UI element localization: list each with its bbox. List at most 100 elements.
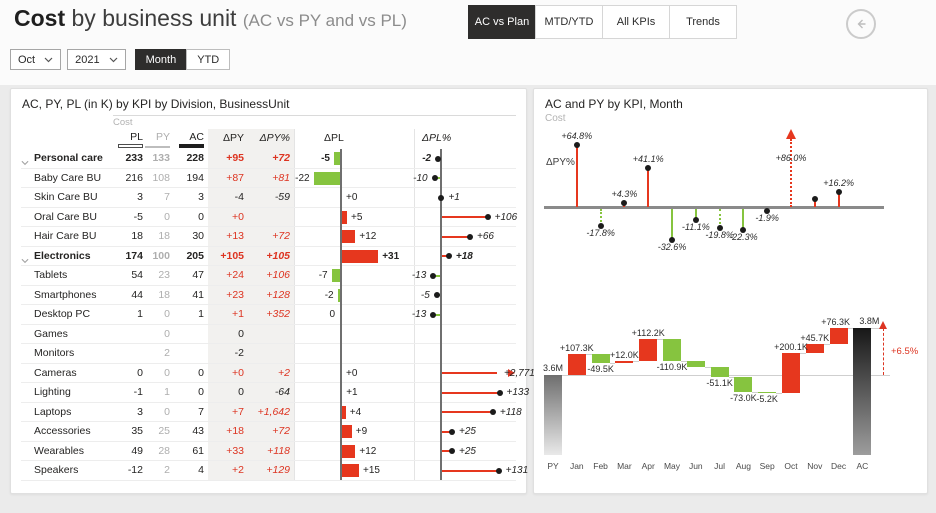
toggle-month[interactable]: Month <box>134 49 188 70</box>
delta-pl-pct-dot[interactable] <box>484 214 491 220</box>
year-dropdown[interactable]: 2021 <box>67 49 126 70</box>
waterfall-bar-jul[interactable] <box>710 366 729 378</box>
lollipop-stem-jun[interactable] <box>694 209 697 220</box>
delta-pl-pct-stem[interactable] <box>434 313 440 316</box>
lollipop-dot-sep[interactable] <box>764 207 771 214</box>
delta-pl-pct-stem[interactable] <box>441 372 497 374</box>
lollipop-stem-aug[interactable] <box>742 209 745 231</box>
lollipop-dot-jul[interactable] <box>716 224 723 231</box>
table-row-smartphones[interactable]: Smartphones 44 18 41 +23 +128 -2 -5 <box>21 286 516 305</box>
delta-pl-bar[interactable] <box>334 152 340 165</box>
lollipop-stem-may[interactable] <box>671 209 673 240</box>
delta-pl-pct-dot[interactable] <box>467 233 474 240</box>
delta-pl-pct-dot[interactable] <box>430 272 437 279</box>
delta-pl-bar[interactable] <box>341 210 347 224</box>
table-row-oral-care-bu[interactable]: Oral Care BU -5 0 0 +0 +5 +106 <box>21 208 517 227</box>
table-row-personal-care[interactable]: Personal care 233 133 228 +95 +72 -5 -2 <box>21 149 516 169</box>
delta-pl-pct-stem[interactable] <box>434 274 440 277</box>
toggle-ytd[interactable]: YTD <box>186 49 231 70</box>
table-row-accessories[interactable]: Accessories 35 25 43 +18 +72 +9 +25 <box>21 422 516 442</box>
table-row-wearables[interactable]: Wearables 49 28 61 +33 +118 +12 +25 <box>21 442 516 461</box>
delta-pl-pct-dot[interactable] <box>431 175 438 181</box>
delta-pl-pct-stem[interactable] <box>441 255 449 257</box>
back-button[interactable] <box>846 9 876 39</box>
waterfall-bar-py[interactable] <box>544 375 562 455</box>
lollipop-dot-may[interactable] <box>669 236 675 243</box>
delta-pl-bar[interactable] <box>341 230 356 243</box>
delta-pl-bar[interactable] <box>331 269 340 282</box>
tab-all-kpis[interactable]: All KPIs <box>602 5 670 39</box>
waterfall-bar-mar[interactable] <box>615 361 634 364</box>
lollipop-stem-jul[interactable] <box>718 209 721 228</box>
table-row-electronics[interactable]: Electronics 174 100 205 +105 +105 +31 +18 <box>21 247 516 270</box>
lollipop-stem-feb[interactable] <box>599 209 602 226</box>
delta-pl-pct-stem[interactable] <box>441 430 452 433</box>
lollipop-stem-dec[interactable] <box>837 191 840 207</box>
waterfall-bar-sep[interactable] <box>758 391 777 394</box>
waterfall-bar-apr[interactable] <box>639 338 658 362</box>
waterfall-bar-oct[interactable] <box>782 352 800 393</box>
lollipop-stem-jan[interactable] <box>575 145 578 207</box>
delta-pl-bar[interactable] <box>337 288 340 302</box>
waterfall-bar-nov[interactable] <box>805 343 824 353</box>
lollipop-dot-nov[interactable] <box>811 196 818 203</box>
delta-pl-pct-stem[interactable] <box>441 450 452 452</box>
table-row-laptops[interactable]: Laptops 3 0 7 +7 +1,642 +4 +118 <box>21 403 522 422</box>
tab-mtd-ytd[interactable]: MTD/YTD <box>535 5 603 39</box>
waterfall-bar-dec[interactable] <box>829 328 848 344</box>
delta-pl-pct-stem[interactable] <box>441 235 471 238</box>
delta-pl-bar[interactable] <box>313 171 340 185</box>
delta-pl-pct-dot[interactable] <box>449 448 455 454</box>
chevron-down-icon[interactable] <box>21 154 29 172</box>
delta-pl-pct-dot[interactable] <box>496 389 503 396</box>
delta-pl-pct-stem[interactable] <box>435 177 440 179</box>
delta-pl-bar[interactable] <box>341 405 346 419</box>
delta-pl-pct-dot[interactable] <box>449 428 455 435</box>
delta-pl-pct-dot[interactable] <box>430 311 437 318</box>
delta-pl-pct-stem[interactable] <box>441 411 493 413</box>
delta-pl-bar[interactable] <box>341 249 379 263</box>
lollipop-stem-apr[interactable] <box>647 167 650 207</box>
tab-ac-vs-plan[interactable]: AC vs Plan <box>468 5 536 39</box>
delta-pl-pct-stem[interactable] <box>441 469 499 472</box>
lollipop-dot-apr[interactable] <box>645 164 652 171</box>
chevron-down-icon[interactable] <box>21 252 29 270</box>
lollipop-dot-mar[interactable] <box>621 199 628 206</box>
delta-pl-pct-dot[interactable] <box>438 194 445 201</box>
waterfall-bar-aug[interactable] <box>734 377 753 392</box>
table-row-games[interactable]: Games 0 0 <box>21 325 516 344</box>
delta-pl-bar[interactable] <box>341 425 352 438</box>
delta-pl-pct-dot[interactable] <box>433 292 440 298</box>
lollipop-dot-feb[interactable] <box>597 222 604 229</box>
table-row-speakers[interactable]: Speakers -12 2 4 +2 +129 +15 +131 <box>21 461 528 481</box>
waterfall-bar-may[interactable] <box>663 338 681 361</box>
lollipop-stem-oct[interactable] <box>790 139 792 207</box>
delta-pl-pct-stem[interactable] <box>441 391 500 394</box>
delta-pl-bar[interactable] <box>341 444 356 458</box>
table-row-tablets[interactable]: Tablets 54 23 47 +24 +106 -7 -13 <box>21 266 516 286</box>
delta-pl-pct-dot[interactable] <box>495 467 502 474</box>
month-dropdown[interactable]: Oct <box>10 49 62 70</box>
delta-pl-bar[interactable] <box>341 464 359 477</box>
waterfall-bar-jun[interactable] <box>686 360 705 367</box>
delta-pl-pct-dot[interactable] <box>489 409 496 415</box>
tab-trends[interactable]: Trends <box>669 5 737 39</box>
lollipop-dot-jan[interactable] <box>573 142 580 149</box>
lollipop-stem-nov[interactable] <box>813 199 816 207</box>
waterfall-bar-jan[interactable] <box>567 353 586 375</box>
column-header-pl: ΔPL% <box>422 132 452 144</box>
table-row-hair-care-bu[interactable]: Hair Care BU 18 18 30 +13 +72 +12 +66 <box>21 227 516 247</box>
table-row-cameras[interactable]: Cameras 0 0 0 +0 +2 +0 +2,771 <box>21 364 535 383</box>
lollipop-dot-dec[interactable] <box>835 188 842 195</box>
delta-pl-pct-dot[interactable] <box>445 253 452 259</box>
table-row-monitors[interactable]: Monitors 2 -2 <box>21 344 516 364</box>
table-row-desktop-pc[interactable]: Desktop PC 1 0 1 +1 +352 0 -13 <box>21 305 516 325</box>
lollipop-dot-jun[interactable] <box>692 216 699 223</box>
lollipop-dot-aug[interactable] <box>740 227 747 234</box>
table-row-skin-care-bu[interactable]: Skin Care BU 3 7 3 -4 -59 +0 +1 <box>21 188 516 208</box>
waterfall-bar-ac[interactable] <box>853 328 872 455</box>
delta-pl-pct-dot[interactable] <box>435 155 442 162</box>
table-row-baby-care-bu[interactable]: Baby Care BU 216 108 194 +87 +81 -22 -10 <box>21 169 516 188</box>
waterfall-bar-feb[interactable] <box>591 353 610 364</box>
delta-pl-pct-stem[interactable] <box>441 216 488 218</box>
